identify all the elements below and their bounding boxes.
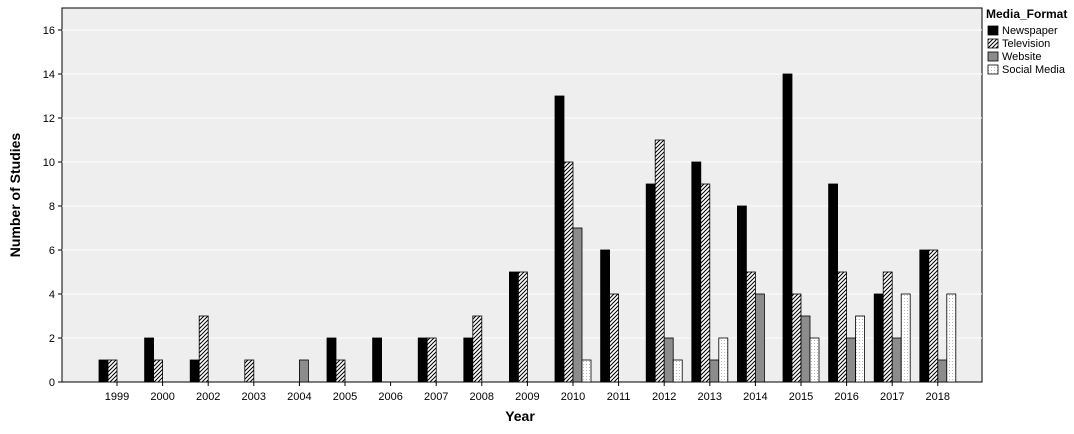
bar-television-2003 [244, 359, 255, 383]
bar-website-2004 [298, 359, 309, 383]
x-tick-label: 2000 [150, 391, 174, 403]
bar-newspaper-2000 [144, 337, 155, 383]
x-tick-label: 2014 [743, 391, 767, 403]
bar-social-media-2013 [718, 337, 729, 383]
x-tick-label: 2018 [926, 391, 950, 403]
bar-website-2012 [663, 337, 674, 383]
bar-website-2016 [846, 337, 856, 383]
x-tick-label: 2002 [196, 391, 220, 403]
bar-television-2017 [882, 271, 893, 383]
bar-website-2014 [755, 293, 765, 383]
x-tick-label: 2005 [333, 391, 357, 403]
legend-label: Website [1002, 51, 1042, 63]
bar-website-2015 [800, 315, 811, 383]
bar-website-2010 [572, 227, 583, 383]
y-tick-label: 6 [49, 245, 55, 257]
legend-label: Newspaper [1002, 25, 1058, 37]
bar-television-2014 [746, 271, 756, 383]
legend-title: Media_Format [986, 7, 1067, 21]
bar-newspaper-2018 [919, 249, 930, 383]
bar-newspaper-2012 [645, 183, 656, 383]
legend: Media_Format NewspaperTelevisionWebsiteS… [986, 7, 1067, 76]
y-tick-label: 16 [43, 25, 55, 37]
bar-newspaper-2002 [189, 359, 200, 383]
bar-television-2009 [518, 271, 528, 383]
legend-swatch-television [987, 38, 999, 49]
bar-television-2011 [609, 293, 619, 383]
legend-swatch-newspaper [987, 25, 999, 36]
bar-social-media-2017 [900, 293, 911, 383]
bar-television-2013 [700, 183, 711, 383]
y-tick-label: 0 [49, 377, 55, 389]
x-tick-label: 2009 [515, 391, 539, 403]
bar-social-media-2018 [946, 293, 957, 383]
x-tick-label: 2016 [834, 391, 858, 403]
bar-newspaper-2011 [600, 249, 610, 383]
x-tick-label: 2003 [242, 391, 266, 403]
x-tick-label: 2013 [698, 391, 722, 403]
bar-newspaper-2016 [828, 183, 838, 383]
bar-social-media-2015 [809, 337, 820, 383]
bar-newspaper-1999 [98, 359, 109, 383]
bar-television-2012 [654, 139, 665, 383]
bar-television-2016 [837, 271, 847, 383]
bar-television-2007 [426, 337, 437, 383]
bar-website-2018 [937, 359, 948, 383]
x-tick-label: 2010 [561, 391, 585, 403]
x-tick-label: 2004 [287, 391, 311, 403]
x-axis-ticks: 1999 2000 2002 2003 2004 2005 2006 2007 2008 2009… [105, 382, 950, 403]
y-tick-label: 2 [49, 333, 55, 345]
legend-swatch-website [987, 51, 999, 62]
bar-newspaper-2013 [691, 161, 702, 383]
bar-newspaper-2017 [873, 293, 884, 383]
bar-television-2000 [153, 359, 164, 383]
legend-swatch-social-media [987, 64, 999, 75]
x-axis-title: Year [505, 408, 535, 424]
bar-television-2010 [563, 161, 574, 383]
bar-television-2015 [791, 293, 802, 383]
x-tick-label: 2017 [880, 391, 904, 403]
bar-newspaper-2009 [508, 271, 519, 383]
x-tick-label: 2006 [378, 391, 402, 403]
bar-newspaper-2015 [782, 73, 793, 383]
y-tick-label: 14 [43, 69, 55, 81]
bar-social-media-2010 [581, 359, 592, 383]
x-tick-label: 2011 [607, 391, 631, 403]
legend-label: Television [1002, 38, 1050, 50]
x-tick-label: 1999 [105, 391, 129, 403]
bar-newspaper-2010 [554, 95, 565, 383]
bar-social-media-2016 [855, 315, 865, 383]
bar-website-2017 [891, 337, 902, 383]
y-tick-label: 12 [43, 113, 55, 125]
bar-newspaper-2006 [372, 337, 383, 383]
bar-television-2008 [472, 315, 483, 383]
x-tick-label: 2007 [424, 391, 448, 403]
y-tick-label: 10 [43, 157, 55, 169]
x-tick-label: 2012 [652, 391, 676, 403]
x-tick-label: 2008 [470, 391, 494, 403]
y-axis-title: Number of Studies [7, 133, 23, 258]
bar-newspaper-2014 [737, 205, 747, 383]
bar-television-2018 [928, 249, 939, 383]
bar-social-media-2012 [672, 359, 683, 383]
y-tick-label: 4 [49, 289, 55, 301]
y-tick-label: 8 [49, 201, 55, 213]
bar-television-2002 [198, 315, 209, 383]
x-tick-label: 2015 [789, 391, 813, 403]
bar-television-2005 [335, 359, 346, 383]
bar-television-1999 [107, 359, 118, 383]
bar-newspaper-2005 [326, 337, 337, 383]
y-axis-ticks: 0 2 4 6 8 10 12 14 16 [43, 25, 62, 389]
bar-website-2013 [709, 359, 720, 383]
bar-newspaper-2008 [463, 337, 474, 383]
bars [98, 73, 957, 383]
legend-label: Social Media [1002, 64, 1066, 76]
bar-newspaper-2007 [417, 337, 428, 383]
